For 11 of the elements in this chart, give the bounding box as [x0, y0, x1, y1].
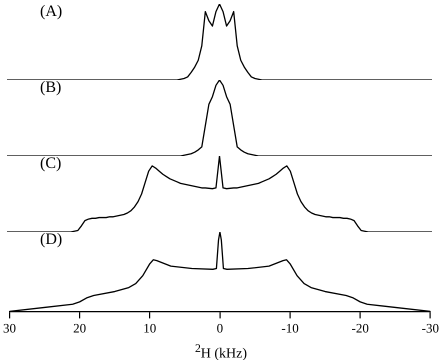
annotation: (D) — [40, 231, 62, 248]
x-tick-label: -30 — [422, 320, 440, 336]
x-tick-label: 10 — [143, 320, 156, 336]
x-tick-label: 20 — [73, 320, 86, 336]
x-tick-label: -20 — [352, 320, 369, 336]
x-tick-label: 30 — [3, 320, 16, 336]
annotation: (A) — [40, 3, 62, 20]
x-tick-label: 0 — [216, 320, 224, 336]
annotation: (B) — [40, 79, 62, 96]
x-tick-label: -10 — [281, 320, 299, 336]
annotation: (C) — [40, 155, 62, 172]
